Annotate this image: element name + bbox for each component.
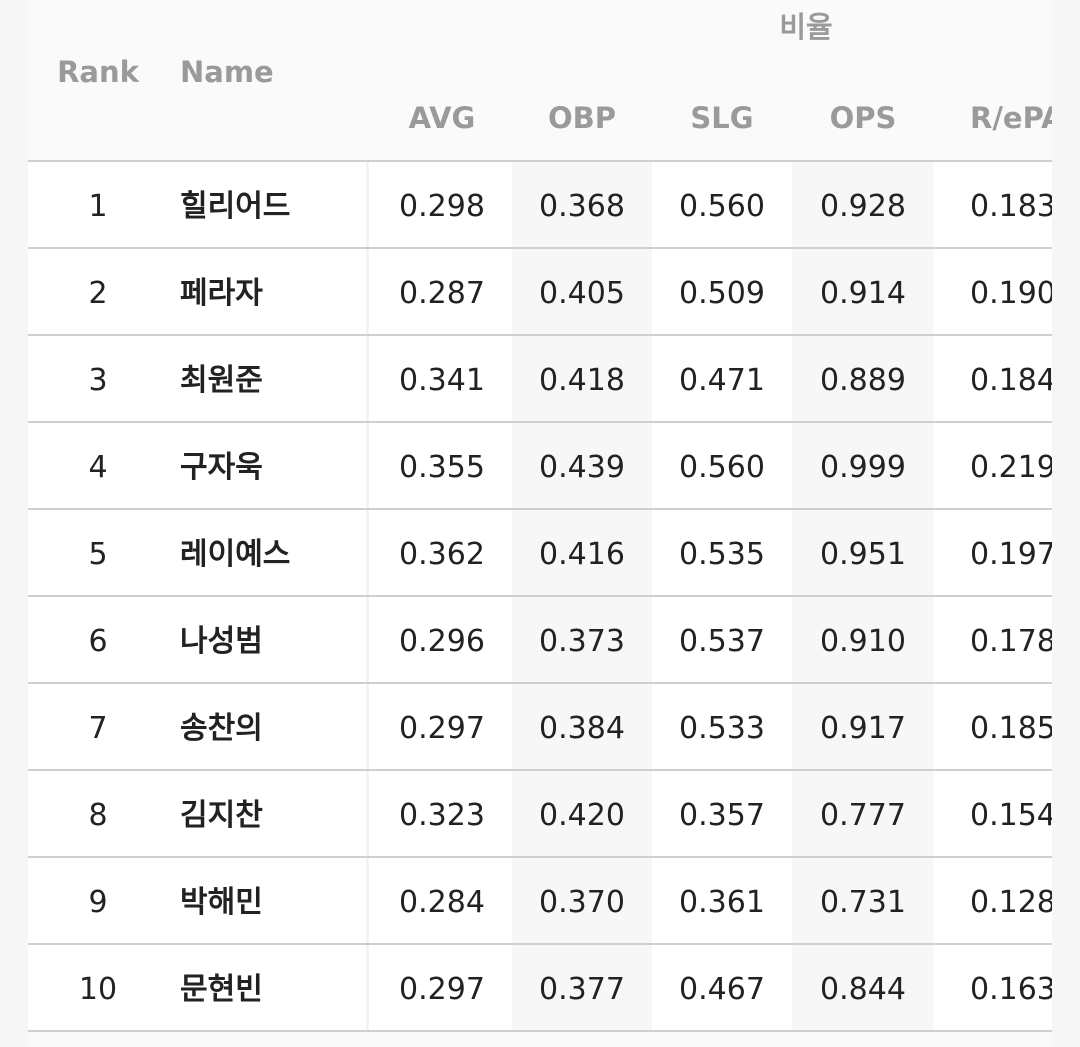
stat-value: 0.405 <box>539 276 625 311</box>
column-header: OBP <box>547 101 617 135</box>
stat-value: 0.190 <box>970 276 1052 311</box>
row-border <box>28 421 1052 423</box>
rank: 6 <box>88 624 108 659</box>
header-border <box>28 160 1052 162</box>
column-header: AVG <box>408 101 476 135</box>
stats-table: 비율 Rank Name AVG OBP SLG OPS R/ePA 1 힐리어드 0.298 0.… <box>28 0 1052 1047</box>
stat-value: 0.535 <box>679 537 765 572</box>
player-name: 최원준 <box>180 363 263 398</box>
stat-value: 0.844 <box>820 972 906 1007</box>
stat-value: 0.467 <box>679 972 765 1007</box>
stat-value: 0.928 <box>820 189 906 224</box>
stat-value: 0.917 <box>820 711 906 746</box>
stat-value: 0.287 <box>399 276 485 311</box>
column-header: SLG <box>690 101 754 135</box>
row-border <box>28 943 1052 945</box>
stat-value: 0.323 <box>399 798 485 833</box>
stat-value: 0.341 <box>399 363 485 398</box>
player-name: 박해민 <box>180 885 263 920</box>
stat-value: 0.560 <box>679 450 765 485</box>
stat-value: 0.184 <box>970 363 1052 398</box>
rank: 8 <box>88 798 108 833</box>
stat-value: 0.418 <box>539 363 625 398</box>
stat-value: 0.384 <box>539 711 625 746</box>
stat-value: 0.777 <box>820 798 906 833</box>
stat-value: 0.533 <box>679 711 765 746</box>
rank: 7 <box>88 711 108 746</box>
stat-value: 0.298 <box>399 189 485 224</box>
stat-value: 0.509 <box>679 276 765 311</box>
rank: 9 <box>88 885 108 920</box>
row-border <box>28 247 1052 249</box>
stat-value: 0.297 <box>399 711 485 746</box>
player-name: 구자욱 <box>180 450 263 485</box>
rank: 10 <box>78 972 118 1007</box>
column-stripe <box>792 162 934 1032</box>
group-header: 비율 <box>779 10 833 44</box>
stat-value: 0.373 <box>539 624 625 659</box>
stat-value: 0.197 <box>970 537 1052 572</box>
stat-value: 0.355 <box>399 450 485 485</box>
row-border <box>28 595 1052 597</box>
stat-value: 0.416 <box>539 537 625 572</box>
stat-value: 0.185 <box>970 711 1052 746</box>
row-border <box>28 334 1052 336</box>
stat-value: 0.357 <box>679 798 765 833</box>
stat-value: 0.361 <box>679 885 765 920</box>
column-header: Rank <box>57 55 139 89</box>
stat-value: 0.370 <box>539 885 625 920</box>
stat-value: 0.560 <box>679 189 765 224</box>
stat-value: 0.163 <box>970 972 1052 1007</box>
rank: 5 <box>88 537 108 572</box>
column-header: OPS <box>829 101 897 135</box>
stat-value: 0.219 <box>970 450 1052 485</box>
stat-value: 0.297 <box>399 972 485 1007</box>
row-border <box>28 1030 1052 1032</box>
stat-value: 0.368 <box>539 189 625 224</box>
stat-value: 0.910 <box>820 624 906 659</box>
stat-value: 0.183 <box>970 189 1052 224</box>
stat-value: 0.999 <box>820 450 906 485</box>
row-border <box>28 508 1052 510</box>
rank: 3 <box>88 363 108 398</box>
column-stripe <box>512 162 652 1032</box>
stat-value: 0.377 <box>539 972 625 1007</box>
stat-value: 0.914 <box>820 276 906 311</box>
player-name: 문현빈 <box>180 972 263 1007</box>
stat-value: 0.296 <box>399 624 485 659</box>
player-name: 힐리어드 <box>180 189 291 224</box>
rank: 2 <box>88 276 108 311</box>
column-divider <box>366 162 369 1032</box>
row-border <box>28 682 1052 684</box>
stat-value: 0.154 <box>970 798 1052 833</box>
player-name: 김지찬 <box>180 798 263 833</box>
row-border <box>28 769 1052 771</box>
column-header: R/ePA <box>970 101 1052 135</box>
stat-value: 0.420 <box>539 798 625 833</box>
player-name: 페라자 <box>180 276 263 311</box>
stat-value: 0.951 <box>820 537 906 572</box>
stat-value: 0.178 <box>970 624 1052 659</box>
rank: 4 <box>88 450 108 485</box>
stat-value: 0.889 <box>820 363 906 398</box>
stat-value: 0.731 <box>820 885 906 920</box>
player-name: 나성범 <box>180 624 263 659</box>
column-header: Name <box>180 55 274 89</box>
stat-value: 0.284 <box>399 885 485 920</box>
stat-value: 0.362 <box>399 537 485 572</box>
stat-value: 0.537 <box>679 624 765 659</box>
rank: 1 <box>88 189 108 224</box>
stat-value: 0.471 <box>679 363 765 398</box>
row-border <box>28 856 1052 858</box>
stat-value: 0.128 <box>970 885 1052 920</box>
player-name: 레이예스 <box>180 537 291 572</box>
stat-value: 0.439 <box>539 450 625 485</box>
player-name: 송찬의 <box>180 711 263 746</box>
